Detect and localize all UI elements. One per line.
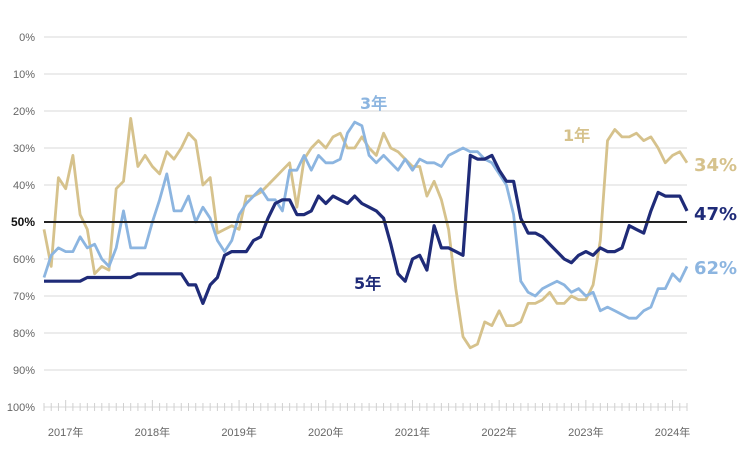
series-line-5y	[44, 153, 689, 305]
gridlines	[44, 36, 687, 408]
end-label-3y: 62%	[694, 258, 737, 279]
series-line-3y	[42, 120, 689, 320]
series-lines	[42, 117, 689, 350]
series-line-1y	[42, 117, 689, 350]
x-tick-label: 2023年	[568, 425, 603, 439]
x-tick-label: 2021年	[395, 425, 430, 439]
y-tick-label: 100%	[7, 402, 35, 414]
series-label-5y: 5年	[354, 274, 381, 293]
x-tick-label: 2018年	[135, 425, 170, 439]
y-tick-label: 40%	[13, 180, 35, 192]
end-label-5y: 47%	[694, 204, 737, 225]
y-tick-label: 0%	[19, 32, 35, 44]
series-label-3y: 3年	[360, 94, 387, 113]
y-tick-label: 30%	[13, 143, 35, 155]
x-tick-label: 2017年	[48, 425, 83, 439]
x-tick-label: 2020年	[308, 425, 343, 439]
y-tick-label: 10%	[13, 69, 35, 81]
x-tick-label: 2019年	[221, 425, 256, 439]
y-tick-label: 60%	[13, 254, 35, 266]
y-axis-ticks: 0% 10% 20% 30% 40% 50% 60% 70% 80% 90% 100%	[7, 32, 35, 414]
x-tick-label: 2024年	[655, 425, 690, 439]
x-tick-label: 2022年	[481, 425, 516, 439]
y-tick-label: 20%	[13, 106, 35, 118]
end-label-1y: 34%	[694, 155, 737, 176]
y-tick-label: 70%	[13, 291, 35, 303]
series-label-1y: 1年	[563, 126, 590, 145]
y-tick-label: 90%	[13, 365, 35, 377]
x-axis: 2017年 2018年 2019年 2020年 2021年 2022年 2023年 2024年	[43, 400, 690, 439]
y-tick-label: 50%	[11, 215, 35, 229]
y-tick-label: 80%	[13, 328, 35, 340]
